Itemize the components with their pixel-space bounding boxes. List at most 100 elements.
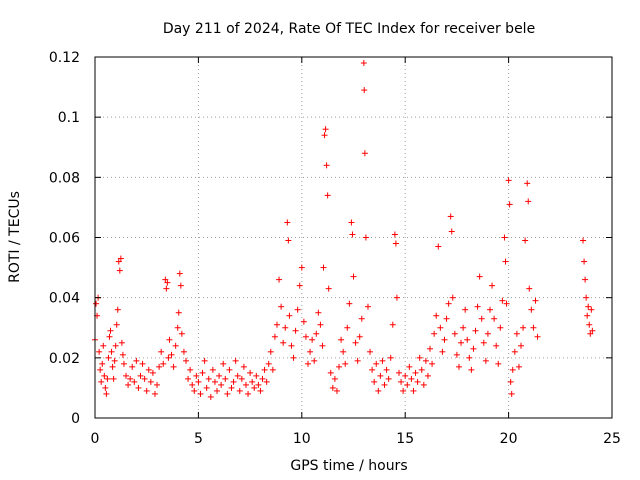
- data-point: [133, 357, 140, 364]
- data-point: [526, 285, 533, 292]
- data-point: [336, 363, 343, 370]
- data-point: [431, 330, 438, 337]
- data-point: [406, 363, 413, 370]
- data-point: [507, 378, 514, 385]
- data-point: [93, 300, 100, 307]
- grid: [95, 57, 612, 418]
- y-tick-label: 0.12: [49, 50, 80, 66]
- data-point: [106, 333, 113, 340]
- data-point: [420, 381, 427, 388]
- plot-frame: [94, 56, 613, 419]
- data-point: [267, 348, 274, 355]
- data-point: [433, 312, 440, 319]
- data-points: [92, 60, 596, 400]
- data-point: [530, 324, 537, 331]
- data-point: [532, 297, 539, 304]
- data-point: [344, 324, 351, 331]
- data-point: [263, 378, 270, 385]
- data-point: [187, 366, 194, 373]
- data-point: [503, 300, 510, 307]
- data-point: [478, 315, 485, 322]
- data-point: [448, 228, 455, 235]
- data-point: [311, 357, 318, 364]
- data-point: [585, 303, 592, 310]
- data-point: [218, 381, 225, 388]
- data-point: [115, 258, 122, 265]
- y-tick-label: 0.02: [49, 351, 80, 367]
- data-point: [474, 303, 481, 310]
- data-point: [172, 342, 179, 349]
- data-point: [499, 297, 506, 304]
- data-point: [197, 390, 204, 397]
- y-axis-label: ROTI / TECUs: [7, 191, 23, 283]
- data-point: [151, 390, 158, 397]
- data-point: [226, 366, 233, 373]
- data-point: [437, 324, 444, 331]
- data-point: [451, 330, 458, 337]
- data-point: [123, 372, 130, 379]
- data-point: [175, 309, 182, 316]
- data-point: [174, 324, 181, 331]
- data-point: [288, 342, 295, 349]
- data-point: [480, 339, 487, 346]
- data-point: [317, 321, 324, 328]
- data-point: [352, 339, 359, 346]
- data-point: [113, 321, 120, 328]
- data-point: [139, 360, 146, 367]
- data-point: [240, 363, 247, 370]
- data-point: [447, 213, 454, 220]
- data-point: [110, 375, 117, 382]
- data-point: [107, 327, 114, 334]
- data-point: [331, 375, 338, 382]
- data-point: [99, 360, 106, 367]
- data-point: [253, 372, 260, 379]
- data-point: [247, 369, 254, 376]
- y-tick-label: 0.04: [49, 291, 80, 307]
- data-point: [290, 354, 297, 361]
- data-point: [525, 198, 532, 205]
- data-point: [101, 372, 108, 379]
- data-point: [418, 366, 425, 373]
- data-point: [222, 375, 229, 382]
- data-point: [232, 357, 239, 364]
- data-point: [105, 354, 112, 361]
- data-point: [468, 366, 475, 373]
- data-point: [381, 381, 388, 388]
- data-point: [589, 327, 596, 334]
- data-point: [135, 384, 142, 391]
- data-point: [205, 375, 212, 382]
- data-point: [282, 324, 289, 331]
- data-point: [189, 381, 196, 388]
- y-tick-label: 0: [71, 411, 80, 427]
- x-tick-label: 5: [194, 431, 203, 447]
- data-point: [242, 381, 249, 388]
- x-tick-label: 10: [293, 431, 311, 447]
- data-point: [145, 366, 152, 373]
- data-point: [149, 369, 156, 376]
- data-point: [182, 357, 189, 364]
- data-point: [439, 348, 446, 355]
- data-point: [458, 339, 465, 346]
- data-point: [367, 348, 374, 355]
- data-point: [350, 273, 357, 280]
- data-point: [588, 306, 595, 313]
- data-point: [214, 387, 221, 394]
- data-point: [278, 303, 285, 310]
- data-point: [395, 369, 402, 376]
- data-point: [325, 285, 332, 292]
- data-point: [323, 162, 330, 169]
- data-point: [177, 282, 184, 289]
- data-point: [410, 387, 417, 394]
- data-point: [482, 357, 489, 364]
- data-point: [385, 375, 392, 382]
- data-point: [491, 315, 498, 322]
- x-tick-label: 0: [91, 431, 100, 447]
- data-point: [224, 390, 231, 397]
- data-point: [285, 237, 292, 244]
- data-point: [441, 336, 448, 343]
- data-point: [329, 384, 336, 391]
- data-point: [361, 87, 368, 94]
- data-point: [414, 378, 421, 385]
- data-point: [261, 366, 268, 373]
- data-point: [127, 375, 134, 382]
